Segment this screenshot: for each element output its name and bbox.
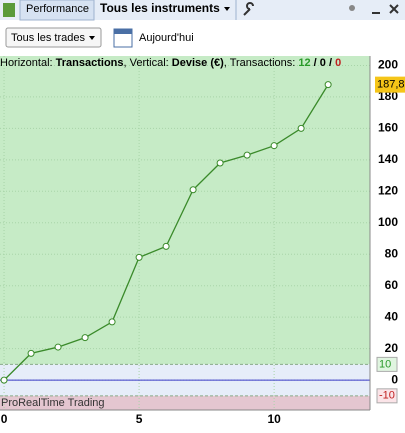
date-label: Aujourd'hui [139, 32, 194, 44]
y-tick-label: 140 [378, 152, 398, 166]
x-tick-label: 10 [267, 412, 281, 426]
threshold-box [376, 388, 398, 404]
info-part: 0 [335, 57, 342, 69]
info-part: / [310, 57, 320, 69]
chart: Horizontal: Transactions, Vertical: Devi… [0, 56, 405, 426]
zone-lower [0, 395, 370, 410]
data-point [216, 159, 224, 167]
data-point [162, 242, 170, 250]
zone-upper [0, 56, 370, 365]
tab[interactable] [19, 0, 95, 21]
instruments-menu[interactable]: Tous les instruments [100, 1, 220, 15]
dropdown-arrow [224, 7, 230, 11]
y-tick-label: 160 [378, 121, 398, 135]
threshold-box [376, 356, 398, 372]
y-tick-label: 60 [385, 278, 399, 292]
info-part: 0 [319, 57, 326, 69]
info-part: , Vertical: [123, 57, 172, 69]
close[interactable] [389, 4, 399, 14]
filter-dropdown[interactable] [5, 27, 102, 48]
info-part: , Transactions: [223, 57, 299, 69]
data-point [189, 186, 197, 194]
data-point [297, 124, 305, 132]
y-tick-label: 40 [385, 309, 399, 323]
info-part: Devise (€) [171, 57, 224, 69]
info-part: Horizontal: [0, 57, 56, 69]
data-point [135, 253, 143, 261]
last-value-label: 187,8 [377, 79, 405, 91]
data-point [0, 376, 8, 384]
x-tick-label: 0 [1, 412, 8, 426]
info-part: Transactions [55, 57, 124, 69]
app-icon [3, 3, 15, 17]
tab-label: Performance [26, 3, 89, 15]
settings-icon[interactable] [243, 2, 254, 16]
last-value-box [375, 76, 405, 93]
toolbar [0, 0, 405, 20]
data-point [243, 151, 251, 159]
info-line: Horizontal: Transactions, Vertical: Devi… [0, 56, 370, 71]
data-point [81, 334, 89, 342]
data-point [324, 81, 332, 89]
y-tick-label: 200 [378, 58, 398, 72]
data-point [27, 349, 35, 357]
data-point [108, 318, 116, 326]
threshold-label: 10 [379, 358, 391, 370]
dropdown-arrow [89, 36, 95, 40]
info-part: / [325, 57, 336, 69]
x-tick-label: 5 [136, 412, 143, 426]
calendar-top [114, 29, 132, 34]
chart-info: Horizontal: Transactions, Vertical: Devi… [0, 56, 370, 71]
watermark: ProRealTime Trading [1, 397, 105, 409]
filter-label: Tous les trades [11, 32, 85, 44]
y-tick-label: 0 [391, 372, 398, 386]
y-tick-label: 20 [385, 341, 399, 355]
info-part: 12 [298, 57, 311, 69]
y-tick-label: 80 [385, 246, 399, 260]
y-tick-label: 100 [378, 215, 398, 229]
threshold-label: -10 [379, 390, 395, 402]
data-point [54, 343, 62, 351]
data-point [270, 142, 278, 150]
y-tick-label: 120 [378, 183, 398, 197]
share-icon[interactable] [349, 5, 355, 11]
